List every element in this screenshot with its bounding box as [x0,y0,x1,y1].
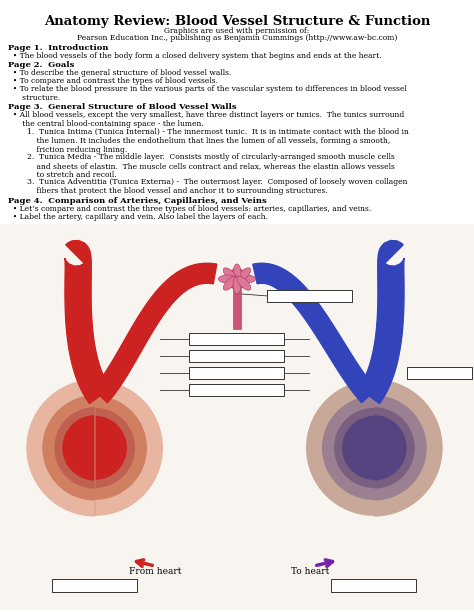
Polygon shape [65,241,110,403]
Bar [267,290,353,302]
Text: • All blood vessels, except the very smallest, have three distinct layers or tun: • All blood vessels, except the very sma… [8,111,404,128]
Wedge shape [95,416,127,480]
Circle shape [27,380,163,516]
Ellipse shape [233,264,241,282]
Wedge shape [306,380,374,516]
Bar [331,579,417,592]
Circle shape [306,380,442,516]
Bar [190,333,284,345]
Circle shape [227,269,247,289]
Circle shape [55,408,135,488]
Ellipse shape [223,276,237,290]
Wedge shape [95,396,147,500]
Polygon shape [358,241,404,403]
Text: 2.  Tunica Media - The middle layer.  Consists mostly of circularly-arranged smo: 2. Tunica Media - The middle layer. Cons… [8,153,395,179]
Circle shape [322,396,426,500]
Text: • To relate the blood pressure in the various parts of the vascular system to di: • To relate the blood pressure in the va… [8,85,407,102]
Text: Graphics are used with permission of:: Graphics are used with permission of: [164,27,310,35]
Text: Page 4.  Comparison of Arteries, Capillaries, and Veins: Page 4. Comparison of Arteries, Capillar… [8,197,267,205]
Wedge shape [342,416,374,480]
Polygon shape [253,263,376,403]
Circle shape [43,396,147,500]
Bar [95,376,175,520]
Wedge shape [95,380,163,516]
Ellipse shape [219,275,237,283]
Text: Pearson Education Inc., publishing as Benjamin Cummings (http://www.aw-bc.com): Pearson Education Inc., publishing as Be… [77,34,397,42]
Text: • The blood vessels of the body form a closed delivery system that begins and en: • The blood vessels of the body form a c… [8,52,382,60]
Text: To heart: To heart [291,567,329,577]
Text: Page 1.  Introduction: Page 1. Introduction [8,44,109,52]
Polygon shape [92,263,217,403]
Ellipse shape [237,276,251,290]
Bar [408,367,473,379]
Circle shape [63,416,127,480]
Ellipse shape [233,276,241,294]
Text: • To describe the general structure of blood vessel walls.: • To describe the general structure of b… [8,69,231,77]
Wedge shape [334,408,374,488]
Text: Anatomy Review: Blood Vessel Structure & Function: Anatomy Review: Blood Vessel Structure &… [44,15,430,28]
Text: 1.  Tunica Intima (Tunica Internal) - The innermost tunic.  It is in intimate co: 1. Tunica Intima (Tunica Internal) - The… [8,128,409,154]
Wedge shape [322,396,374,500]
Text: 3.  Tunica Adventitia (Tunica Externa) -  The outermost layer.  Composed of loos: 3. Tunica Adventitia (Tunica Externa) - … [8,178,408,195]
Text: • To compare and contrast the types of blood vessels.: • To compare and contrast the types of b… [8,77,218,85]
Text: • Label the artery, capillary and vein. Also label the layers of each.: • Label the artery, capillary and vein. … [8,213,268,221]
Ellipse shape [223,268,237,282]
Bar [190,367,284,379]
Text: • Let’s compare and contrast the three types of blood vessels: arteries, capilla: • Let’s compare and contrast the three t… [8,205,371,213]
Ellipse shape [237,268,251,282]
Text: Page 2.  Goals: Page 2. Goals [8,61,74,69]
Wedge shape [95,408,135,488]
Bar [233,289,241,329]
Bar [190,384,284,396]
Circle shape [342,416,406,480]
Text: Page 3.  General Structure of Blood Vessel Walls: Page 3. General Structure of Blood Vesse… [8,103,237,111]
Bar [294,376,374,520]
Bar [190,350,284,362]
Bar [53,579,137,592]
Text: From heart: From heart [129,567,181,577]
Circle shape [334,408,414,488]
Ellipse shape [237,275,255,283]
Bar [0,224,474,610]
